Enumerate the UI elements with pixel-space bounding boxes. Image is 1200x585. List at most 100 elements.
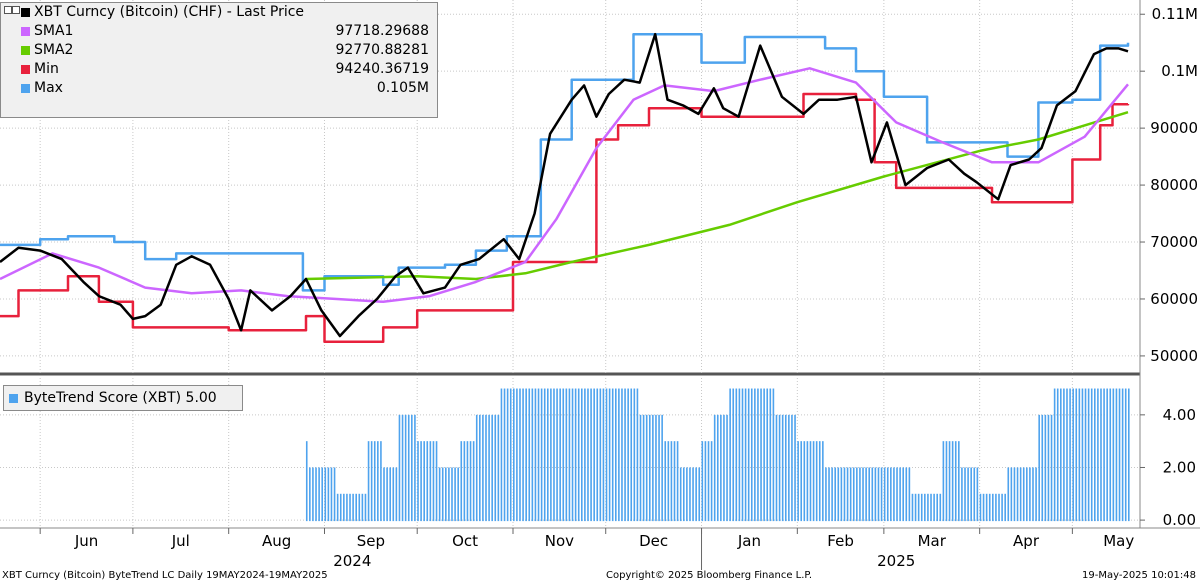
x-tick-label: Jan (737, 532, 761, 550)
score-bar (339, 493, 342, 522)
legend-label-min: Min (34, 61, 59, 77)
score-bar (565, 388, 568, 522)
score-bar (655, 414, 657, 522)
score-bar (760, 388, 762, 522)
score-bar (1100, 388, 1102, 522)
score-bar (859, 467, 861, 522)
score-bar (1121, 388, 1124, 522)
legend-label-max: Max (34, 80, 63, 96)
score-bar (392, 467, 395, 522)
score-bar (766, 388, 769, 522)
score-bar (639, 414, 642, 522)
score-bar (438, 467, 441, 522)
legend-swatch-max (21, 84, 30, 93)
score-bar (370, 441, 373, 522)
score-bar (466, 441, 469, 522)
score-bar (534, 388, 537, 522)
score-bar (469, 441, 472, 522)
score-bar (970, 467, 972, 522)
score-bar (979, 493, 982, 522)
score-bar (775, 414, 778, 522)
score-bar (380, 441, 382, 522)
legend-collapse-icon[interactable] (4, 6, 12, 14)
score-bar (886, 467, 889, 522)
score-bar (321, 467, 324, 522)
score-bar (309, 467, 311, 522)
score-bar (398, 414, 401, 522)
score-bar (599, 388, 602, 522)
score-bar (333, 467, 336, 522)
score-bar (951, 441, 954, 522)
y-tick-label: 60000 (1150, 290, 1198, 308)
score-bar (772, 388, 775, 522)
score-bar (519, 388, 521, 522)
score-bar (367, 441, 370, 522)
score-bar (723, 414, 725, 522)
score-tick-label: 0.00 (1163, 511, 1196, 529)
score-bar (621, 388, 623, 522)
score-bar (744, 388, 747, 522)
score-bar (1106, 388, 1108, 522)
score-bar (880, 467, 883, 522)
score-bar (448, 467, 450, 522)
score-bar (401, 414, 404, 522)
score-bar (324, 467, 327, 522)
score-bar (729, 388, 731, 522)
score-bar (803, 441, 806, 522)
legend-expand-icon[interactable] (12, 6, 20, 14)
score-bar (1112, 388, 1115, 522)
score-bar (577, 388, 580, 522)
legend-swatch-sma2 (21, 46, 30, 55)
score-bar (605, 388, 608, 522)
score-bar (349, 493, 351, 522)
score-bar (698, 467, 701, 522)
score-bar (491, 414, 493, 522)
score-bar (670, 441, 673, 522)
score-bar (346, 493, 348, 522)
score-bar (305, 441, 308, 522)
score-bar (924, 493, 926, 522)
score-bar (1128, 388, 1130, 522)
score-bar (420, 441, 422, 522)
score-bar (707, 441, 710, 522)
score-bar (1118, 388, 1121, 522)
score-bar (429, 441, 432, 522)
score-bar (652, 414, 654, 522)
score-bar (896, 467, 898, 522)
score-bar (590, 388, 592, 522)
score-bar (988, 493, 991, 522)
score-bar (389, 467, 391, 522)
footer-security-info: XBT Curncy (Bitcoin) ByteTrend LC Daily … (2, 570, 328, 581)
score-bar (831, 467, 833, 522)
score-bar (757, 388, 759, 522)
score-bar (395, 467, 398, 522)
legend-label-sma1: SMA1 (34, 23, 74, 39)
score-bar (513, 388, 515, 522)
score-bar (676, 441, 679, 522)
score-bar (618, 388, 620, 522)
score-bar (828, 467, 830, 522)
legend-title-row: XBT Curncy (Bitcoin) (CHF) - Last Price (1, 3, 437, 22)
score-bar (1094, 388, 1096, 522)
footer-timestamp: 19-May-2025 10:01:48 (1082, 570, 1196, 581)
score-bar (661, 414, 663, 522)
score-bar (692, 467, 694, 522)
score-bar (905, 467, 908, 522)
score-bar (423, 441, 425, 522)
score-bar (454, 467, 456, 522)
legend-value-max: 0.105M (376, 80, 429, 96)
score-bar (812, 441, 815, 522)
x-tick-label: May (1103, 532, 1134, 550)
x-tick-label: Apr (1013, 532, 1040, 550)
score-bar (890, 467, 892, 522)
score-bar (686, 467, 688, 522)
score-bar (485, 414, 487, 522)
legend-swatch-sma1 (21, 27, 30, 36)
score-bar (769, 388, 772, 522)
score-bar (911, 493, 914, 522)
score-bar (358, 493, 361, 522)
score-bar (1075, 388, 1078, 522)
score-bar (556, 388, 558, 522)
score-bar (411, 414, 413, 522)
score-bar (818, 441, 821, 522)
